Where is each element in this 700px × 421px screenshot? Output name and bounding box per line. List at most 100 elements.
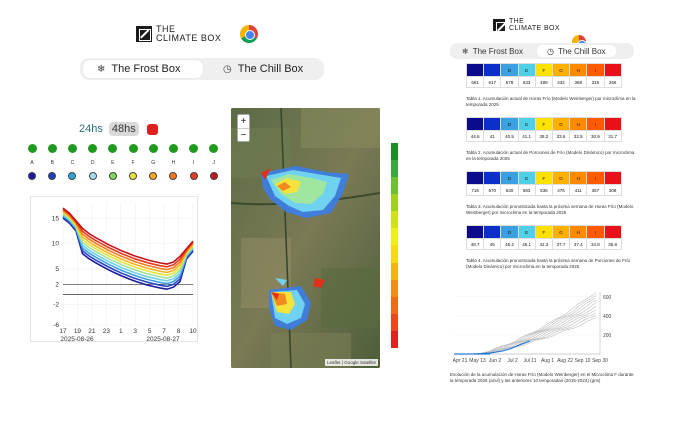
chill-table-block: D E F G H I 661 617 578 533 489 432 368 315 266 Tabla 1…: [465, 63, 636, 108]
toggle-48hs[interactable]: 48hs: [108, 122, 139, 136]
microclimate-color-cell: I: [586, 117, 605, 131]
x-tick-label: 7: [162, 328, 166, 335]
temperature-series-line: [62, 207, 194, 265]
microclimate-color-cell: E: [517, 63, 536, 77]
y-tick-label: 10: [52, 241, 60, 248]
station-status-dot[interactable]: [83, 144, 103, 153]
climate-box-logo-icon: [136, 26, 152, 42]
station-status-dot[interactable]: [143, 144, 163, 153]
station-color-dot[interactable]: [123, 172, 143, 180]
microclimate-color-cell: I: [586, 63, 605, 77]
season-x-tick: Aug 1: [541, 358, 554, 364]
table-caption: Tabla 1. Acumulación actual de Horas Frí…: [466, 96, 636, 107]
microclimate-color-cell: G: [551, 171, 571, 185]
date-label: 2025-08-26: [60, 336, 94, 343]
chrome-icon[interactable]: [240, 25, 258, 43]
station-status-dot[interactable]: [22, 144, 42, 153]
microclimate-color-cell: D: [500, 171, 519, 185]
station-color-dot[interactable]: [143, 172, 163, 180]
station-color-dot[interactable]: [184, 172, 204, 180]
season-chart: 600 400 200 Apr 21 May 13 Jun 2 Jul 2 Jul 11 Aug…: [450, 288, 635, 368]
right-brand-logo: THE CLIMATE BOX: [493, 18, 560, 34]
table-caption: Tabla 2. Acumulación actual de Porciones…: [466, 150, 635, 161]
zoom-in-button[interactable]: +: [240, 116, 247, 127]
tab-chill-box[interactable]: ◷ The Chill Box: [209, 60, 317, 78]
legend-swatch: [391, 296, 398, 314]
status-dot-icon: [88, 144, 98, 153]
satellite-map[interactable]: + − Leaflet | Google Satellite: [231, 108, 380, 368]
season-y-tick: 400: [603, 314, 612, 320]
microclimate-color-cell: [483, 117, 502, 131]
table-value-cell: 41: [483, 130, 502, 142]
table-caption: Tabla 4. Acumulación pronosticada hasta …: [466, 258, 631, 269]
current-season-line: [473, 340, 531, 355]
station-status-dot[interactable]: [62, 144, 82, 153]
microclimate-color-cell: [603, 225, 622, 239]
station-color-dot[interactable]: [103, 172, 123, 180]
tab-frost-box[interactable]: ❄ The Frost Box: [83, 60, 203, 78]
temperature-series-line: [62, 210, 194, 274]
station-letter: A: [30, 160, 34, 166]
status-dot-icon: [168, 144, 178, 153]
station-status-dot[interactable]: [204, 144, 224, 153]
station-status-dot[interactable]: [184, 144, 204, 153]
chill-table: D E F G H I 716 670 630 583 536 476 411 357 308: [465, 171, 622, 196]
season-x-tick: May 13: [469, 358, 486, 364]
microclimate-color-cell: [603, 117, 622, 131]
table-value-cell: 583: [517, 184, 536, 196]
table-value-cell: 45: [483, 238, 502, 250]
table-value-cell: 315: [586, 76, 605, 88]
station-status-dot[interactable]: [163, 144, 183, 153]
tab-frost-box-label: The Frost Box: [111, 63, 181, 75]
map-attribution[interactable]: Leaflet | Google Satellite: [325, 359, 378, 366]
right-snow-icon: ❄: [462, 46, 469, 56]
season-chart-svg: 600 400 200 Apr 21 May 13 Jun 2 Jul 2 Jul 11 Aug…: [453, 291, 612, 364]
legend-swatch: [391, 279, 398, 297]
x-tick-label: 19: [74, 328, 82, 335]
season-x-tick: Jun 2: [489, 358, 501, 364]
station-color-swatch: [108, 172, 117, 180]
station-letter: E: [111, 160, 115, 166]
right-tab-chill-box[interactable]: ◷ The Chill Box: [536, 45, 616, 57]
microclimate-color-cell: D: [500, 63, 519, 77]
station-status-dot[interactable]: [42, 144, 62, 153]
right-tab-frost-box[interactable]: ❄ The Frost Box: [452, 45, 533, 57]
season-x-tick: Aug 22: [557, 358, 573, 364]
table-value-cell: 357: [586, 184, 605, 196]
table-value-cell: 578: [500, 76, 519, 88]
station-letter: C: [70, 160, 75, 166]
station-color-dot[interactable]: [22, 172, 42, 180]
station-color-swatch: [88, 172, 97, 180]
microclimate-color-cell: F: [534, 225, 553, 239]
station-status-dot[interactable]: [103, 144, 123, 153]
station-color-swatch: [28, 172, 37, 180]
station-color-dot[interactable]: [62, 172, 82, 180]
y-tick-label: -2: [53, 302, 59, 309]
table-value-cell: 489: [534, 76, 553, 88]
past-season-line: [474, 305, 597, 355]
table-value-cell: 33.6: [551, 130, 571, 142]
temperature-series-line: [62, 209, 194, 271]
chill-table-block: D E F G H I 44.6 41 40.5 41.1 38.2 33.6 32.5 30.9 31.7…: [465, 117, 636, 162]
x-tick-label: 23: [103, 328, 111, 335]
alert-indicator: [146, 123, 158, 135]
station-color-dot[interactable]: [42, 172, 62, 180]
station-color-swatch: [169, 172, 178, 180]
right-tabs: ❄ The Frost Box ◷ The Chill Box: [450, 43, 634, 59]
zoom-out-button[interactable]: −: [238, 128, 249, 141]
station-color-dot[interactable]: [204, 172, 224, 180]
legend-swatch: [391, 228, 398, 246]
station-color-dot[interactable]: [163, 172, 183, 180]
microclimate-color-cell: F: [534, 171, 553, 185]
microclimate-color-cell: H: [569, 117, 588, 131]
microclimate-color-cell: [483, 171, 502, 185]
toggle-24hs[interactable]: 24hs: [79, 123, 103, 135]
station-color-swatch: [68, 172, 77, 180]
station-status-dot[interactable]: [123, 144, 143, 153]
station-color-dot[interactable]: [83, 172, 103, 180]
past-season-line: [474, 291, 597, 355]
chill-table: D E F G H I 48.7 45 45.2 45.1 42.3 37.7 37.4 34.8 35.8: [465, 225, 622, 250]
microclimate-color-cell: [483, 225, 502, 239]
status-dot-icon: [148, 144, 158, 153]
season-x-tick: Sep 30: [592, 358, 608, 364]
